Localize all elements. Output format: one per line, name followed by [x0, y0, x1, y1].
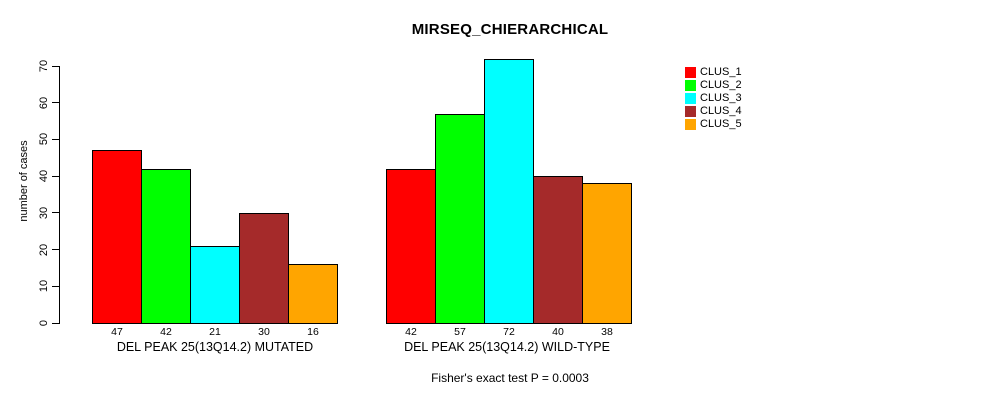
- legend-label-clus_3: CLUS_3: [700, 92, 742, 104]
- y-axis-line: [59, 66, 60, 324]
- y-tick-label: 60: [38, 96, 50, 109]
- bar-clus_4-group2: [533, 176, 583, 324]
- y-tick-label: 50: [38, 133, 50, 146]
- bar-clus_4-group1: [239, 212, 289, 324]
- bar-value-label: 42: [405, 326, 417, 338]
- y-tick-label: 0: [38, 319, 50, 327]
- bar-clus_1-group1: [92, 150, 142, 324]
- legend-swatch-clus_5: [685, 119, 696, 130]
- bar-value-label: 30: [258, 326, 270, 338]
- y-tick-mark: [52, 175, 59, 177]
- y-tick-label: 30: [38, 206, 50, 219]
- bar-value-label: 40: [552, 326, 564, 338]
- y-tick-label: 40: [38, 170, 50, 183]
- bar-clus_3-group2: [484, 58, 534, 324]
- y-tick-mark: [52, 102, 59, 104]
- legend-swatch-clus_2: [685, 80, 696, 91]
- y-tick-mark: [52, 138, 59, 140]
- legend-label-clus_4: CLUS_4: [700, 105, 742, 117]
- bar-clus_2-group1: [141, 168, 191, 324]
- bar-clus_3-group1: [190, 245, 240, 324]
- legend-swatch-clus_4: [685, 106, 696, 117]
- legend-swatch-clus_1: [685, 67, 696, 78]
- bar-clus_1-group2: [386, 168, 436, 324]
- bar-value-label: 47: [111, 326, 123, 338]
- group-label-mutated: DEL PEAK 25(13Q14.2) MUTATED: [116, 340, 314, 354]
- y-tick-mark: [52, 322, 59, 324]
- legend-label-clus_2: CLUS_2: [700, 79, 742, 91]
- bar-value-label: 16: [307, 326, 319, 338]
- bar-clus_5-group2: [582, 183, 632, 324]
- y-tick-mark: [52, 65, 59, 67]
- fisher-test-annotation: Fisher's exact test P = 0.0003: [431, 371, 589, 385]
- y-tick-mark: [52, 285, 59, 287]
- y-tick-mark: [52, 249, 59, 251]
- legend-label-clus_5: CLUS_5: [700, 118, 742, 130]
- legend-label-clus_1: CLUS_1: [700, 66, 742, 78]
- bar-clus_2-group2: [435, 113, 485, 324]
- bar-value-label: 38: [601, 326, 613, 338]
- bar-value-label: 72: [503, 326, 515, 338]
- bar-value-label: 57: [454, 326, 466, 338]
- legend-swatch-clus_3: [685, 93, 696, 104]
- y-tick-label: 70: [38, 59, 50, 73]
- y-tick-label: 20: [38, 243, 50, 256]
- bar-value-label: 42: [160, 326, 172, 338]
- bar-value-label: 21: [209, 326, 221, 338]
- y-tick-mark: [52, 212, 59, 214]
- y-axis-title: number of cases: [18, 140, 30, 222]
- group-label-wildtype: DEL PEAK 25(13Q14.2) WILD-TYPE: [404, 340, 610, 354]
- bar-clus_5-group1: [288, 264, 338, 324]
- y-tick-label: 10: [38, 280, 50, 293]
- chart-title: MIRSEQ_CHIERARCHICAL: [411, 21, 609, 38]
